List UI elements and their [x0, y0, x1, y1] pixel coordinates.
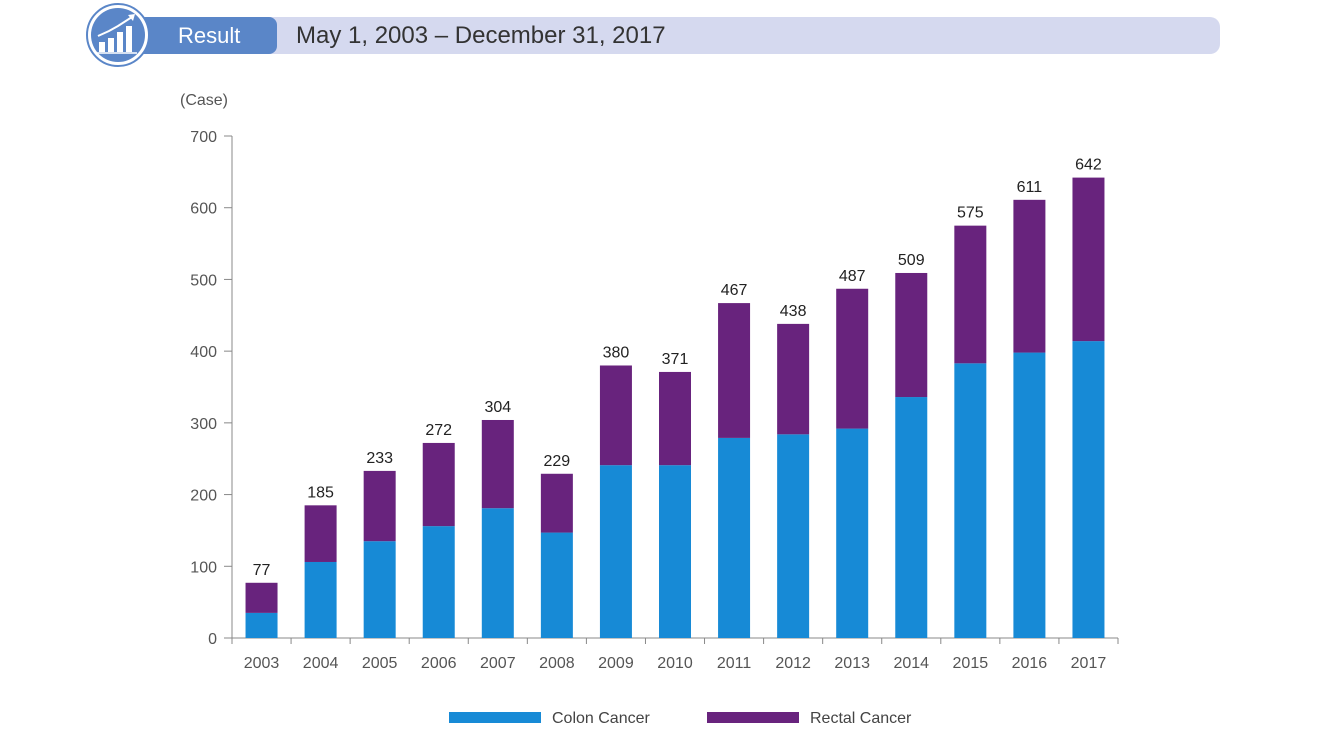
total-label-2012: 438	[780, 303, 807, 320]
bar-rectal-2006	[422, 442, 455, 527]
total-label-2015: 575	[957, 205, 984, 222]
bar-rectal-2017	[1072, 177, 1105, 342]
x-tick-label: 2004	[303, 655, 339, 672]
x-tick-label: 2013	[834, 655, 870, 672]
x-tick-label: 2005	[362, 655, 398, 672]
x-tick-label: 2012	[775, 655, 811, 672]
y-axis-unit-label: (Case)	[180, 92, 228, 109]
bar-colon-2013	[836, 428, 869, 638]
total-label-2003: 77	[253, 562, 271, 579]
result-tab	[130, 17, 277, 54]
total-label-2014: 509	[898, 252, 925, 269]
y-tick-label: 100	[190, 559, 217, 576]
bar-colon-2006	[422, 526, 455, 638]
bar-rectal-2013	[836, 288, 869, 429]
result-label: Result	[178, 23, 241, 48]
bar-rectal-2008	[540, 473, 573, 533]
bar-rectal-2003	[245, 582, 278, 613]
total-label-2013: 487	[839, 268, 866, 285]
total-label-2006: 272	[425, 422, 452, 439]
bar-colon-2008	[540, 532, 573, 638]
x-tick-label: 2008	[539, 655, 575, 672]
x-tick-label: 2009	[598, 655, 634, 672]
x-tick-label: 2017	[1071, 655, 1107, 672]
x-tick-label: 2006	[421, 655, 457, 672]
total-label-2004: 185	[307, 484, 334, 501]
x-tick-label: 2015	[953, 655, 989, 672]
bar-rectal-2012	[777, 323, 810, 435]
legend-swatch-rectal	[707, 712, 799, 723]
x-tick-label: 2011	[717, 655, 752, 672]
bar-colon-2004	[304, 561, 337, 638]
bar-colon-2007	[481, 508, 514, 638]
y-tick-label: 500	[190, 272, 217, 289]
x-tick-label: 2007	[480, 655, 516, 672]
bar-colon-2010	[659, 465, 691, 638]
bar-rectal-2010	[659, 371, 691, 466]
total-label-2007: 304	[484, 399, 511, 416]
bar-rectal-2009	[599, 365, 632, 466]
bar-colon-2005	[363, 541, 396, 638]
header-bar	[250, 17, 1220, 54]
total-label-2009: 380	[603, 344, 630, 361]
value-labels: 2003 77 2004 185 2005 233 2006 272 2007 304 2008 22…	[244, 157, 1107, 672]
y-tick-label: 600	[190, 201, 217, 218]
bar-rectal-2005	[363, 470, 396, 542]
bar-colon-2003	[245, 612, 278, 638]
x-tick-label: 2014	[893, 655, 929, 672]
date-range-title: May 1, 2003 – December 31, 2017	[296, 22, 666, 49]
total-label-2005: 233	[366, 450, 393, 467]
total-label-2016: 611	[1017, 179, 1043, 196]
bar-colon-2016	[1013, 352, 1046, 638]
bar-rectal-2014	[895, 272, 928, 398]
bar-rectal-2011	[718, 303, 751, 438]
total-label-2017: 642	[1075, 157, 1102, 174]
y-tick-label: 300	[190, 416, 217, 433]
bars	[245, 177, 1105, 638]
legend-label-rectal: Rectal Cancer	[810, 710, 912, 727]
bar-colon-2017	[1072, 341, 1105, 638]
y-tick-label: 200	[190, 488, 217, 505]
bar-colon-2014	[895, 397, 928, 638]
chart-growth-icon	[86, 3, 150, 67]
total-label-2010: 371	[662, 351, 689, 368]
total-label-2011: 467	[721, 282, 748, 299]
bar-rectal-2007	[481, 419, 514, 509]
total-label-2008: 229	[544, 453, 571, 470]
bar-colon-2011	[718, 437, 751, 638]
legend-label-colon: Colon Cancer	[552, 710, 651, 727]
y-tick-label: 0	[208, 631, 217, 648]
x-tick-label: 2003	[244, 655, 280, 672]
y-tick-label: 700	[190, 129, 217, 146]
legend: Colon Cancer Rectal Cancer	[449, 710, 912, 727]
bar-colon-2009	[599, 465, 632, 638]
x-tick-label: 2010	[657, 655, 693, 672]
legend-swatch-colon	[449, 712, 541, 723]
x-tick-label: 2016	[1012, 655, 1048, 672]
bar-rectal-2016	[1013, 199, 1046, 353]
bar-rectal-2004	[304, 505, 337, 562]
bar-rectal-2015	[954, 225, 987, 364]
y-tick-label: 400	[190, 344, 217, 361]
bar-colon-2012	[777, 434, 810, 638]
bar-colon-2015	[954, 363, 987, 638]
